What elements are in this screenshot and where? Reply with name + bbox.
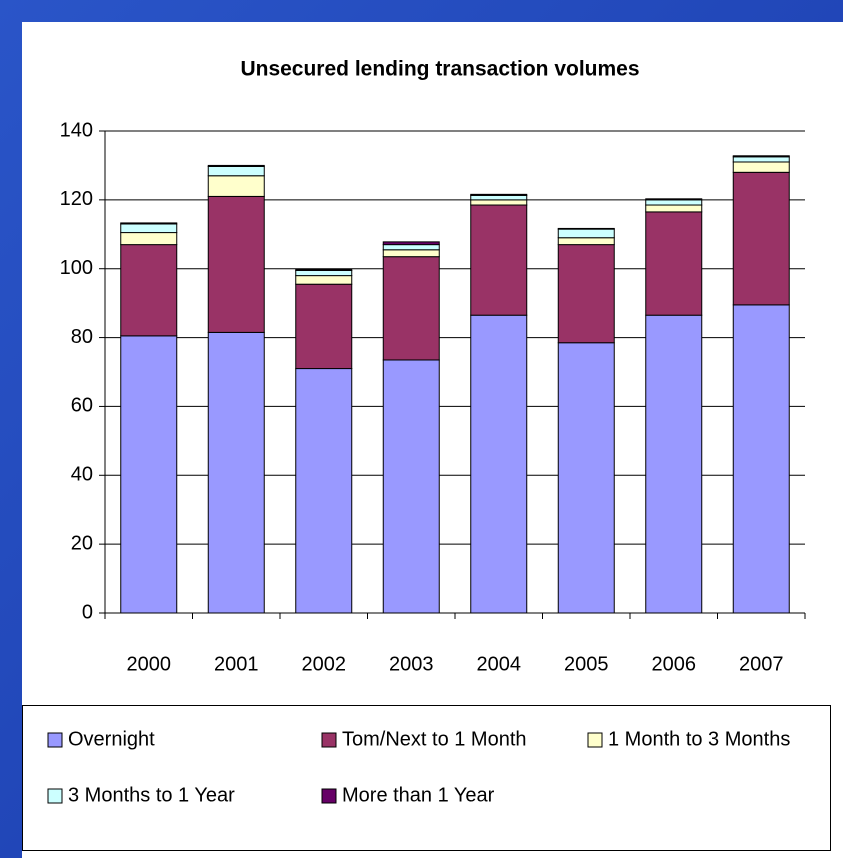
y-tick-label: 140: [60, 119, 93, 141]
bar-segment: [732, 161, 790, 173]
bar-segment: [382, 241, 440, 246]
bar-segment: [382, 256, 440, 361]
bar-segment: [645, 198, 703, 201]
bar-segment: [557, 227, 615, 230]
y-tick-label: 100: [60, 257, 93, 279]
bar-segment: [295, 368, 353, 614]
bar-segment: [732, 156, 790, 163]
bar-segment: [732, 304, 790, 614]
chart-title: Unsecured lending transaction volumes: [240, 58, 639, 81]
x-tick-label: 2001: [214, 653, 259, 675]
y-tick-label: 0: [82, 601, 93, 623]
x-tick-label: 2003: [389, 653, 434, 675]
y-tick-label: 60: [71, 395, 93, 417]
bar-segment: [120, 223, 178, 234]
bar-segment: [732, 171, 790, 306]
x-tick-label: 2005: [564, 653, 609, 675]
bar-segment: [382, 359, 440, 614]
bar-segment: [120, 335, 178, 614]
bar-segment: [207, 331, 265, 614]
bar-segment: [382, 249, 440, 258]
bar-segment: [295, 269, 353, 277]
bar-segment: [732, 155, 790, 158]
y-tick-label: 120: [60, 188, 93, 210]
bar-segment: [470, 193, 528, 196]
legend-swatch: [321, 788, 337, 804]
bar-segment: [470, 204, 528, 316]
bar-segment: [120, 222, 178, 225]
legend-label: Overnight: [68, 728, 155, 750]
x-tick-label: 2004: [477, 653, 522, 675]
bar-segment: [120, 232, 178, 246]
bar-segment: [645, 199, 703, 206]
x-tick-label: 2002: [302, 653, 347, 675]
bar-segment: [207, 164, 265, 167]
legend-label: More than 1 Year: [342, 784, 495, 806]
bar-segment: [207, 195, 265, 333]
bar-segment: [295, 283, 353, 370]
bar-segment: [207, 175, 265, 197]
bar-segment: [645, 314, 703, 614]
bar-segment: [295, 275, 353, 285]
x-tick-label: 2007: [739, 653, 784, 675]
bar-segment: [207, 165, 265, 177]
legend-label: 1 Month to 3 Months: [608, 728, 790, 750]
bar-segment: [557, 244, 615, 344]
legend-swatch: [47, 732, 63, 748]
legend-label: Tom/Next to 1 Month: [342, 728, 527, 750]
bar-segment: [470, 194, 528, 201]
y-tick-label: 80: [71, 326, 93, 348]
bar-segment: [295, 268, 353, 271]
bar-segment: [470, 314, 528, 614]
x-tick-label: 2000: [127, 653, 172, 675]
legend-swatch: [47, 788, 63, 804]
legend-swatch: [587, 732, 603, 748]
y-tick-label: 20: [71, 532, 93, 554]
legend-swatch: [321, 732, 337, 748]
bar-segment: [645, 204, 703, 213]
bar-segment: [470, 199, 528, 206]
bar-segment: [382, 244, 440, 251]
bar-segment: [557, 228, 615, 239]
bar-segment: [645, 211, 703, 316]
bar-segment: [120, 244, 178, 337]
bar-segment: [557, 342, 615, 614]
legend-label: 3 Months to 1 Year: [68, 784, 235, 806]
x-tick-label: 2006: [652, 653, 697, 675]
legend-box: [22, 705, 831, 851]
bar-segment: [557, 237, 615, 246]
y-tick-label: 40: [71, 464, 93, 486]
